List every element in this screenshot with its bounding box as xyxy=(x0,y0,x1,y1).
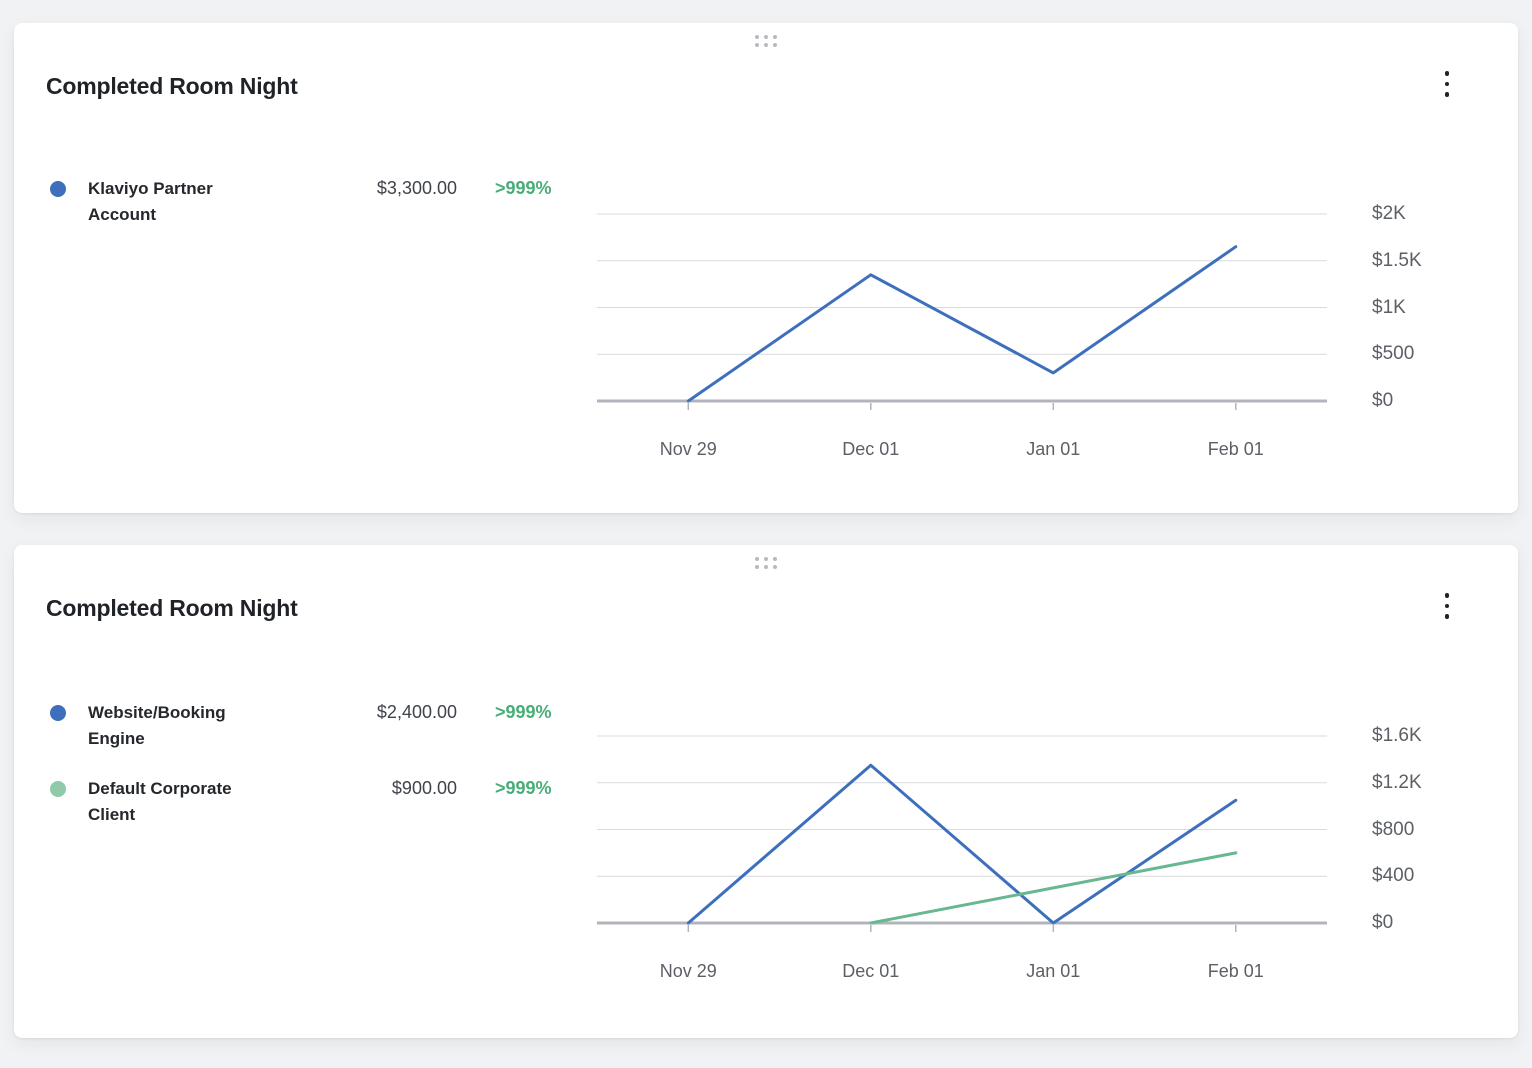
legend-item: Klaviyo Partner Account $3,300.00 >999% xyxy=(50,176,552,228)
chart-canvas xyxy=(597,735,1327,932)
y-axis-label: $1K xyxy=(1372,296,1406,318)
widget-card-completed-room-night-2: Completed Room Night Website/Booking Eng… xyxy=(14,545,1518,1038)
grip-dots-icon[interactable] xyxy=(751,553,781,573)
line-chart: Nov 29 Dec 01 Jan 01 Feb 01 $2K $1.5K $1K $500 $… xyxy=(597,189,1457,489)
y-axis-label: $400 xyxy=(1372,865,1415,887)
y-axis-label: $500 xyxy=(1372,343,1415,365)
x-axis-label: Feb 01 xyxy=(1207,439,1264,459)
x-axis-label: Nov 29 xyxy=(659,961,717,981)
series-color-dot xyxy=(50,781,66,797)
legend-label: Klaviyo Partner Account xyxy=(88,179,213,224)
y-axis-label: $1.2K xyxy=(1372,771,1422,793)
kebab-menu-icon[interactable] xyxy=(1434,65,1460,103)
y-axis-label: $1.5K xyxy=(1372,249,1422,271)
x-axis-label: Jan 01 xyxy=(1026,961,1081,981)
legend-label: Default Corporate Client xyxy=(88,779,232,824)
x-axis-label: Dec 01 xyxy=(842,439,900,459)
series-line xyxy=(869,851,1238,925)
y-axis-label: $0 xyxy=(1372,912,1394,933)
widget-title: Completed Room Night xyxy=(46,595,298,621)
y-axis-label: $2K xyxy=(1372,203,1406,224)
kebab-menu-icon[interactable] xyxy=(1434,587,1460,625)
legend-item: Website/Booking Engine $2,400.00 >999% xyxy=(50,700,552,752)
x-axis-label: Feb 01 xyxy=(1207,961,1264,981)
y-axis-label: $1.6K xyxy=(1372,725,1422,746)
legend-delta-badge: >999% xyxy=(495,702,552,722)
widget-title: Completed Room Night xyxy=(46,73,298,99)
series-color-dot xyxy=(50,705,66,721)
legend-value: $3,300.00 xyxy=(376,178,457,198)
legend-value: $2,400.00 xyxy=(376,702,457,722)
y-axis-label: $0 xyxy=(1372,390,1394,411)
legend-item: Default Corporate Client $900.00 >999% xyxy=(50,776,552,828)
series-line xyxy=(686,245,1238,403)
x-axis-label: Dec 01 xyxy=(842,961,900,981)
series-color-dot xyxy=(50,181,66,197)
widget-card-completed-room-night-1: Completed Room Night Klaviyo Partner Acc… xyxy=(14,23,1518,513)
x-axis-label: Jan 01 xyxy=(1026,439,1081,459)
legend-delta-badge: >999% xyxy=(495,178,552,198)
line-chart: Nov 29 Dec 01 Jan 01 Feb 01 $1.6K $1.2K $800 $4… xyxy=(597,711,1457,1011)
legend-label: Website/Booking Engine xyxy=(88,703,226,748)
chart-canvas xyxy=(597,213,1327,410)
legend-value: $900.00 xyxy=(391,778,457,798)
legend-delta-badge: >999% xyxy=(495,778,552,798)
y-axis-label: $800 xyxy=(1372,818,1415,840)
x-axis-label: Nov 29 xyxy=(659,439,717,459)
grip-dots-icon[interactable] xyxy=(751,31,781,51)
series-line xyxy=(686,763,1238,925)
